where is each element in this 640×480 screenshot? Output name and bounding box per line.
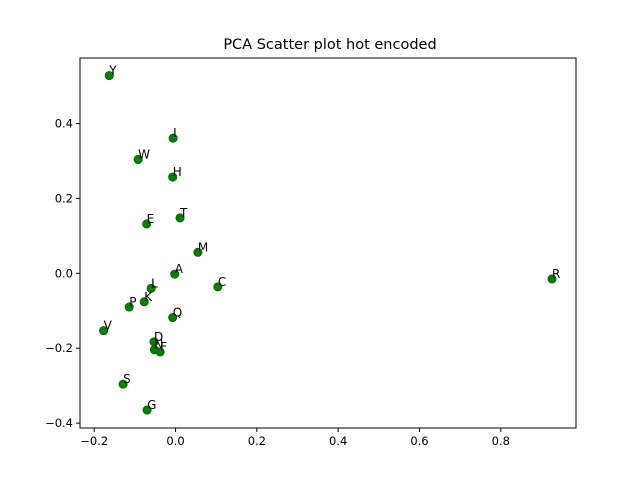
data-point [142, 219, 152, 229]
data-point [99, 326, 109, 336]
point-label: Q [173, 306, 182, 320]
data-point [142, 405, 152, 415]
point-label: V [104, 319, 113, 333]
point-label: L [151, 276, 158, 290]
point-label: S [123, 372, 131, 386]
data-point [118, 379, 128, 389]
data-point [124, 302, 134, 312]
point-label: T [179, 206, 188, 220]
data-point [193, 247, 203, 257]
point-label: H [173, 165, 182, 179]
point-label: I [173, 126, 177, 140]
point-label: D [154, 330, 163, 344]
x-tick-label: 0.6 [410, 434, 428, 448]
point-label: R [552, 267, 560, 281]
y-axis: −0.4 −0.2 0.0 0.2 0.4 [45, 117, 80, 430]
point-label: Y [108, 64, 117, 78]
data-point [213, 282, 223, 292]
x-axis: −0.2 0.0 0.2 0.4 0.6 0.8 [80, 428, 510, 448]
point-label: P [129, 295, 136, 309]
data-point [133, 154, 143, 164]
chart-title: PCA Scatter plot hot encoded [223, 37, 436, 53]
data-point [547, 274, 557, 284]
data-point [170, 269, 180, 279]
x-tick-label: 0.8 [492, 434, 510, 448]
point-label: W [138, 147, 150, 161]
point-label: A [175, 262, 184, 276]
data-point [168, 133, 178, 143]
x-tick-label: 0.4 [329, 434, 347, 448]
data-point [104, 71, 114, 81]
point-label: K [144, 290, 153, 304]
point-label: C [218, 275, 226, 289]
data-point [155, 347, 165, 357]
data-points: Y I W H T E MA R C LKP Q V DNF S G [99, 64, 560, 415]
y-tick-label: −0.4 [45, 416, 73, 430]
data-point [146, 283, 156, 293]
point-label: E [147, 212, 155, 226]
y-tick-label: 0.2 [55, 191, 73, 205]
data-point [168, 313, 178, 323]
point-label: M [198, 240, 208, 254]
point-label: N [154, 338, 163, 352]
plot-area-frame [79, 57, 577, 429]
point-label: G [147, 398, 156, 412]
y-tick-label: 0.0 [55, 266, 73, 280]
data-point [175, 213, 185, 223]
y-tick-label: 0.4 [55, 117, 73, 131]
x-tick-label: 0.0 [166, 434, 184, 448]
x-tick-label: 0.2 [248, 434, 266, 448]
point-label: F [160, 340, 167, 354]
data-point [168, 172, 178, 182]
y-tick-label: −0.2 [45, 341, 73, 355]
x-tick-label: −0.2 [80, 434, 108, 448]
data-point [139, 297, 149, 307]
